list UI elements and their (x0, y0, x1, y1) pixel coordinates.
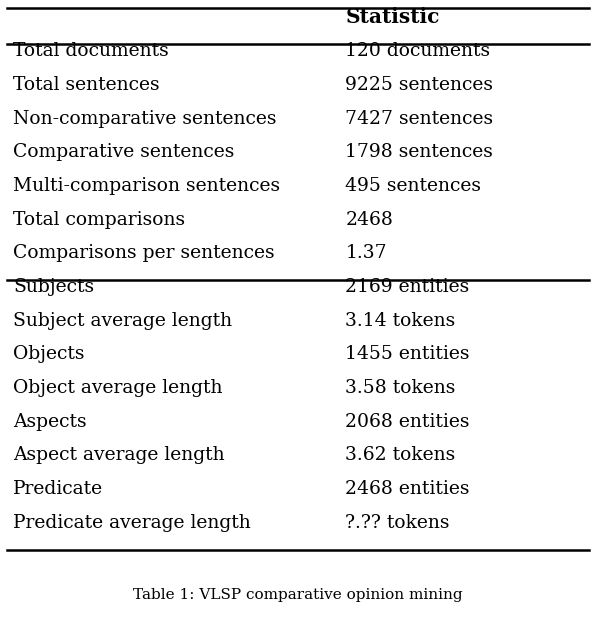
Text: 2468 entities: 2468 entities (346, 480, 470, 498)
Text: Multi-comparison sentences: Multi-comparison sentences (13, 177, 280, 195)
Text: Table 1: VLSP comparative opinion mining: Table 1: VLSP comparative opinion mining (133, 588, 463, 602)
Text: Aspect average length: Aspect average length (13, 446, 225, 464)
Text: Comparisons per sentences: Comparisons per sentences (13, 244, 275, 262)
Text: Total comparisons: Total comparisons (13, 211, 185, 229)
Text: ?.?? tokens: ?.?? tokens (346, 514, 450, 532)
Text: 3.14 tokens: 3.14 tokens (346, 312, 456, 330)
Text: 1.37: 1.37 (346, 244, 387, 262)
Text: Total sentences: Total sentences (13, 76, 160, 94)
Text: Subject average length: Subject average length (13, 312, 232, 330)
Text: Object average length: Object average length (13, 379, 223, 397)
Text: 2169 entities: 2169 entities (346, 278, 470, 296)
Text: Aspects: Aspects (13, 413, 87, 431)
Text: Predicate: Predicate (13, 480, 103, 498)
Text: Subjects: Subjects (13, 278, 94, 296)
Text: 2468: 2468 (346, 211, 393, 229)
Text: 3.58 tokens: 3.58 tokens (346, 379, 456, 397)
Text: 495 sentences: 495 sentences (346, 177, 482, 195)
Text: 1798 sentences: 1798 sentences (346, 143, 493, 161)
Text: 7427 sentences: 7427 sentences (346, 109, 493, 128)
Text: Total documents: Total documents (13, 43, 169, 60)
Text: 3.62 tokens: 3.62 tokens (346, 446, 456, 464)
Text: Objects: Objects (13, 345, 85, 363)
Text: 2068 entities: 2068 entities (346, 413, 470, 431)
Text: Predicate average length: Predicate average length (13, 514, 251, 532)
Text: Non-comparative sentences: Non-comparative sentences (13, 109, 277, 128)
Text: 1455 entities: 1455 entities (346, 345, 470, 363)
Text: Statistic: Statistic (346, 6, 440, 26)
Text: Comparative sentences: Comparative sentences (13, 143, 235, 161)
Text: 120 documents: 120 documents (346, 43, 491, 60)
Text: 9225 sentences: 9225 sentences (346, 76, 493, 94)
